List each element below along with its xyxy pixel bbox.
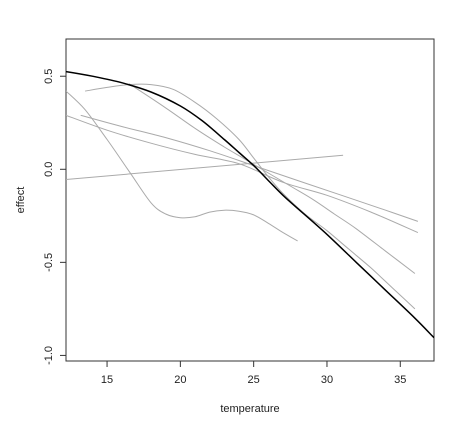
x-axis-title: temperature xyxy=(220,403,279,415)
y-tick-label: 0.0 xyxy=(43,162,55,177)
series-line-4 xyxy=(80,114,419,222)
x-tick-label: 20 xyxy=(174,374,186,386)
series-line-main xyxy=(66,70,434,339)
y-axis-title: effect xyxy=(15,187,27,214)
x-tick-label: 15 xyxy=(101,374,113,386)
x-axis: 15 20 25 30 35 xyxy=(101,361,406,386)
series-layer xyxy=(66,70,434,339)
x-tick-label: 35 xyxy=(394,374,406,386)
series-line-3 xyxy=(128,83,416,274)
y-tick-label: 0.5 xyxy=(43,69,55,84)
series-line-6 xyxy=(66,154,344,180)
y-tick-label: -0.5 xyxy=(43,253,55,272)
series-line-1 xyxy=(66,90,298,242)
y-tick-label: -1.0 xyxy=(43,346,55,365)
series-line-2 xyxy=(85,83,416,310)
series-line-5 xyxy=(66,114,419,234)
x-tick-label: 25 xyxy=(248,374,260,386)
x-tick-label: 30 xyxy=(321,374,333,386)
plot-frame xyxy=(65,38,435,362)
y-axis: 0.5 0.0 -0.5 -1.0 xyxy=(43,69,66,365)
